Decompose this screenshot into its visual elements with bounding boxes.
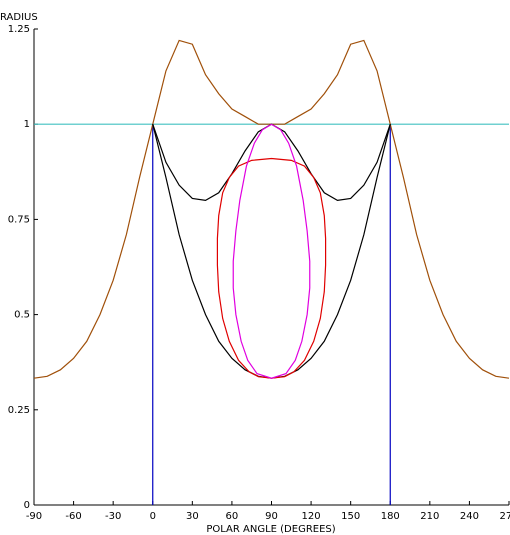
x-tick-label: 0 xyxy=(150,511,156,522)
y-axis-label: RADIUS xyxy=(0,12,38,23)
x-tick-label: -90 xyxy=(26,511,42,522)
x-tick-label: 150 xyxy=(341,511,360,522)
x-tick-label: 120 xyxy=(302,511,321,522)
x-tick-label: 180 xyxy=(381,511,400,522)
y-tick-label: 0.25 xyxy=(8,405,30,416)
curve xyxy=(152,124,391,379)
y-tick-label: 1.25 xyxy=(8,24,30,35)
x-tick-label: 210 xyxy=(420,511,439,522)
curve xyxy=(33,39,510,379)
y-tick-label: 0.75 xyxy=(8,214,30,225)
x-tick-label: -30 xyxy=(105,511,121,522)
y-tick-label: 0.5 xyxy=(14,310,30,321)
x-tick-label: 240 xyxy=(460,511,479,522)
x-tick-label: 90 xyxy=(265,511,278,522)
y-tick-label: 0 xyxy=(24,500,30,511)
x-tick-label: 30 xyxy=(186,511,199,522)
x-tick-label: 270 xyxy=(499,511,510,522)
x-axis-label: POLAR ANGLE (DEGREES) xyxy=(206,524,335,535)
y-tick-label: 1 xyxy=(24,119,30,130)
x-tick-label: -60 xyxy=(65,511,81,522)
curve xyxy=(152,123,391,201)
x-tick-label: 60 xyxy=(226,511,239,522)
curve xyxy=(232,123,311,379)
